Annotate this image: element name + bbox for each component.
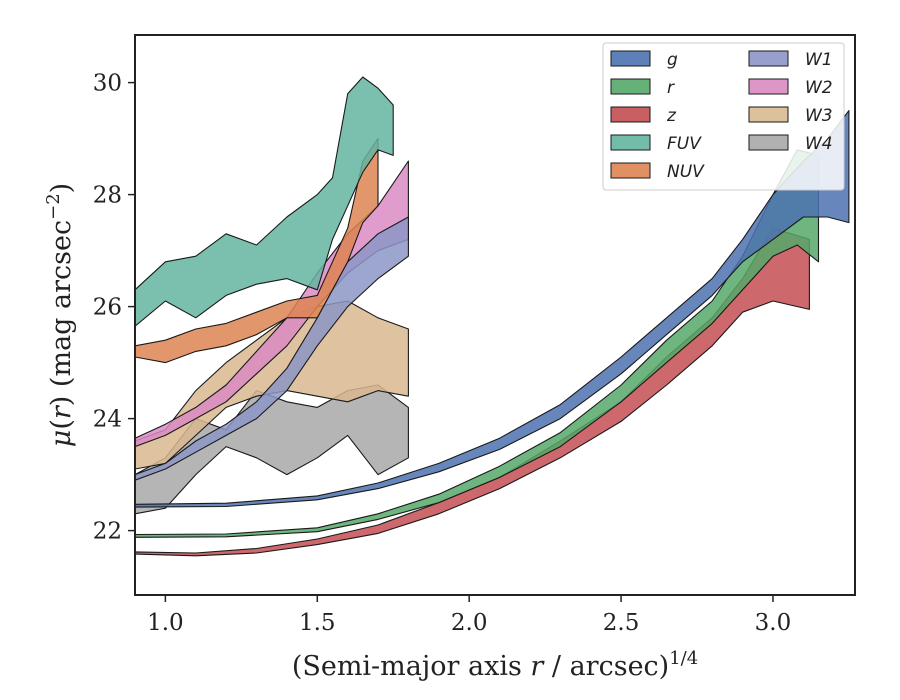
x-tick-label: 2.0 [451, 610, 488, 636]
legend-swatch-fuv [610, 134, 651, 151]
band-g [135, 110, 850, 508]
legend-label-fuv: FUV [667, 134, 702, 154]
legend-label-w2: W2 [805, 78, 833, 98]
legend-label-w4: W4 [805, 134, 833, 154]
band-w2 [135, 160, 409, 448]
legend-label-nuv: NUV [667, 162, 705, 182]
plot-frame [134, 34, 856, 596]
legend-swatch-w4 [748, 134, 789, 151]
legend-label-g: g [667, 50, 678, 70]
x-tick-label: 2.5 [603, 610, 640, 636]
x-tick-label: 3.0 [755, 610, 792, 636]
axis-ticks: 1.0 1.5 2.0 2.5 3.0 22 24 26 28 30 [93, 71, 792, 636]
band-w1 [135, 216, 409, 481]
legend-label-z: z [666, 106, 677, 126]
legend-swatch-z [610, 106, 651, 123]
y-axis-label: μ(r) (mag arcsec−2) [43, 183, 77, 447]
y-tick-label: 28 [93, 183, 122, 209]
legend-label-w1: W1 [805, 50, 833, 70]
legend-label-r: r [667, 78, 675, 98]
y-tick-label: 24 [93, 407, 122, 433]
band-fuv [135, 76, 394, 327]
legend-swatch-w2 [748, 78, 789, 95]
legend-swatch-nuv [610, 162, 651, 179]
y-tick-label: 30 [93, 71, 122, 97]
x-axis-label: (Semi-major axis r / arcsec)1/4 [292, 648, 698, 682]
x-tick-label: 1.5 [299, 610, 336, 636]
legend-swatch-w3 [748, 106, 789, 123]
legend-label-w3: W3 [805, 106, 833, 126]
legend-swatch-g [610, 50, 651, 67]
y-tick-label: 26 [93, 295, 122, 321]
legend-swatch-w1 [748, 50, 789, 67]
legend: grz FUV NUV W1 W2 W3 W4 [602, 42, 845, 191]
x-tick-label: 1.0 [147, 610, 184, 636]
y-tick-label: 22 [93, 519, 122, 545]
legend-swatch-r [610, 78, 651, 95]
